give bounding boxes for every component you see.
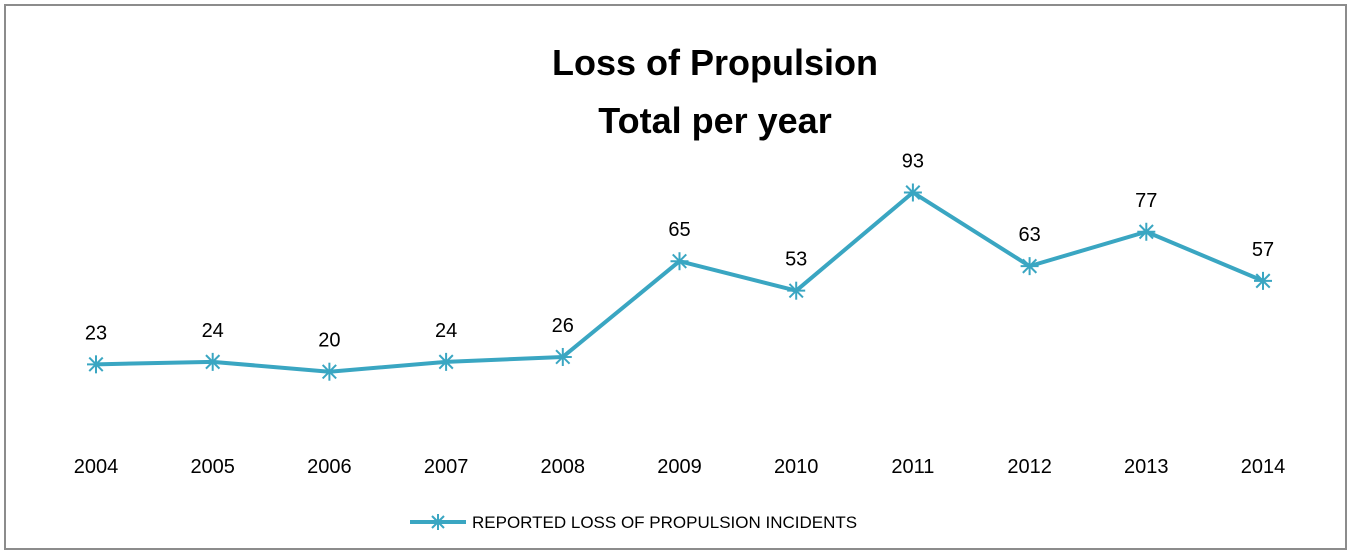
- data-label: 26: [552, 315, 574, 337]
- chart-subtitle: Total per year: [598, 100, 831, 141]
- data-point-marker: [670, 252, 689, 271]
- data-label: 23: [85, 322, 107, 344]
- x-tick-label: 2009: [657, 456, 702, 478]
- data-point-marker: [87, 355, 105, 374]
- data-label: 24: [202, 320, 224, 342]
- x-tick-label: 2008: [541, 456, 586, 478]
- data-point-marker: [320, 362, 339, 381]
- data-label: 24: [435, 320, 457, 342]
- plot-area: 23 24 20 24 26 65 53 93 63 77 57: [85, 150, 1274, 381]
- data-point-marker: [203, 352, 222, 371]
- data-point-marker: [787, 281, 806, 300]
- legend-label: REPORTED LOSS OF PROPULSION INCIDENTS: [472, 513, 857, 532]
- data-label: 20: [318, 330, 340, 352]
- x-tick-label: 2013: [1124, 456, 1169, 478]
- data-point-marker: [903, 183, 922, 202]
- x-tick-label: 2006: [307, 456, 352, 478]
- legend-marker-icon: [430, 514, 446, 530]
- legend: REPORTED LOSS OF PROPULSION INCIDENTS: [410, 513, 857, 532]
- chart-title: Loss of Propulsion: [552, 42, 878, 83]
- data-label: 63: [1018, 224, 1040, 246]
- x-tick-label: 2014: [1241, 456, 1286, 478]
- data-point-marker: [1137, 222, 1156, 241]
- data-point-marker: [437, 352, 456, 371]
- data-point-marker: [1254, 271, 1272, 290]
- data-point-marker: [553, 347, 572, 366]
- data-label: 65: [668, 219, 690, 241]
- data-label: 77: [1135, 190, 1157, 212]
- data-point-marker: [1020, 257, 1039, 276]
- x-tick-label: 2010: [774, 456, 819, 478]
- x-tick-label: 2007: [424, 456, 469, 478]
- x-tick-label: 2011: [891, 456, 934, 478]
- data-label: 93: [902, 150, 924, 172]
- x-tick-label: 2012: [1007, 456, 1052, 478]
- chart-frame: [4, 4, 1347, 550]
- data-label: 57: [1252, 239, 1274, 261]
- legend-asterisk: [430, 514, 446, 530]
- x-axis-ticks: 2004 2005 2006 2007 2008 2009 2010 2011 2012 2013…: [74, 456, 1286, 478]
- x-tick-label: 2005: [190, 456, 235, 478]
- data-label: 53: [785, 249, 807, 271]
- x-tick-label: 2004: [74, 456, 119, 478]
